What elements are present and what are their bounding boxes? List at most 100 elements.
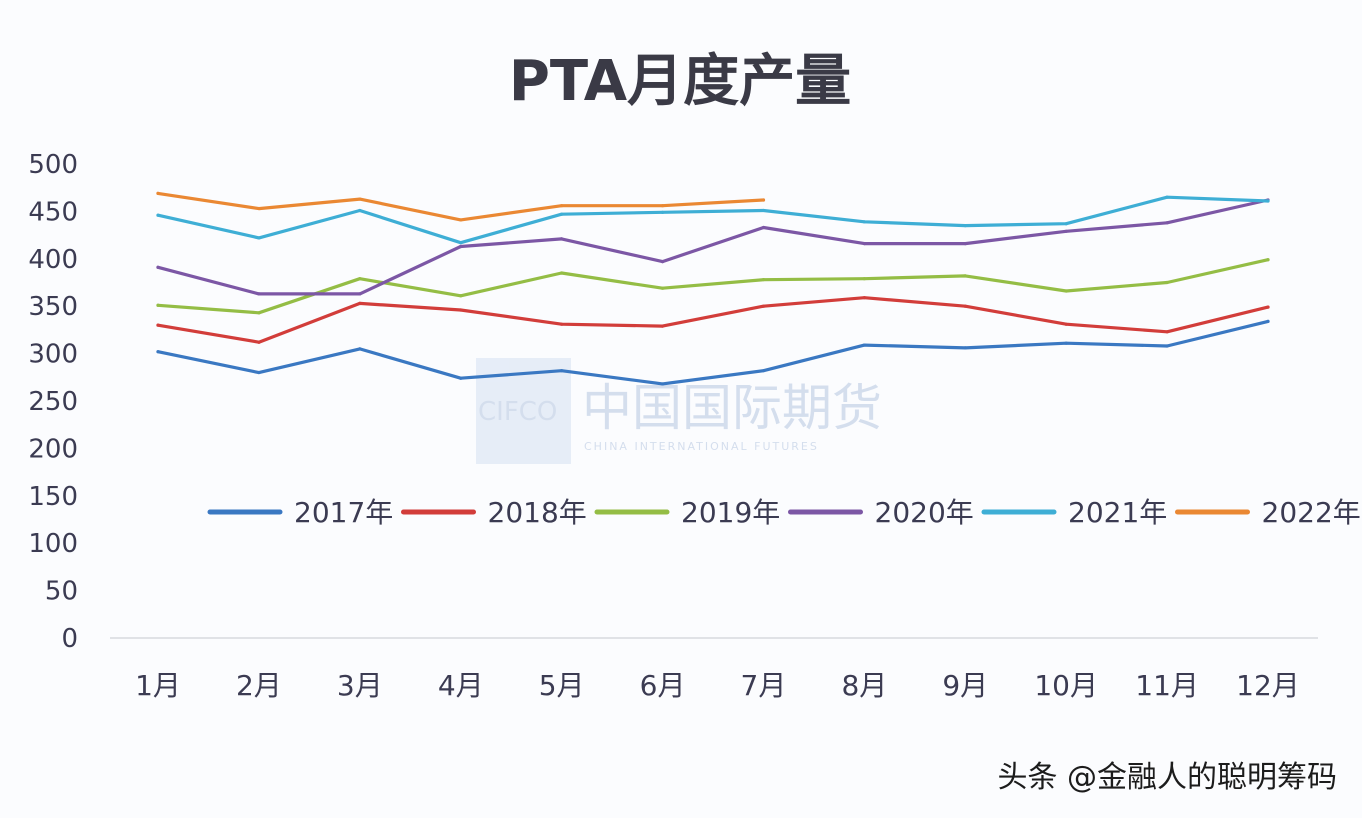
data-point — [459, 244, 463, 249]
data-point — [761, 369, 766, 373]
data-point — [862, 343, 866, 347]
data-point — [459, 241, 463, 245]
data-point — [358, 301, 362, 305]
data-point — [1266, 258, 1270, 262]
y-tick-label: 350 — [28, 292, 78, 322]
series-line-2018 — [156, 296, 1270, 344]
y-tick-label: 100 — [28, 529, 78, 559]
data-point — [156, 350, 160, 354]
data-point — [761, 304, 766, 308]
data-point — [358, 277, 362, 281]
data-point — [156, 213, 160, 217]
data-point — [1266, 305, 1270, 309]
series-line-2022 — [156, 191, 766, 222]
x-tick-label: 3月 — [337, 669, 383, 702]
data-point — [257, 311, 261, 315]
data-point — [1165, 195, 1169, 199]
y-tick-label: 450 — [28, 197, 78, 227]
data-point — [156, 265, 160, 269]
legend-label: 2020年 — [875, 496, 974, 529]
data-point — [660, 382, 665, 386]
legend-label: 2018年 — [488, 496, 587, 529]
y-axis: 0 50 100 150 200 250 300 350 400 450 500 — [28, 150, 78, 654]
data-point — [1064, 322, 1068, 326]
data-point — [560, 212, 564, 216]
y-tick-label: 300 — [28, 340, 78, 370]
data-point — [560, 237, 564, 241]
y-tick-label: 150 — [28, 482, 78, 512]
data-point — [459, 294, 463, 298]
data-point — [963, 304, 967, 308]
series-line-2020 — [156, 198, 1270, 296]
y-tick-label: 250 — [28, 387, 78, 417]
data-point — [963, 346, 967, 350]
legend-label: 2017年 — [294, 496, 393, 529]
y-tick-label: 400 — [28, 245, 78, 275]
data-point — [862, 296, 866, 300]
data-point — [963, 274, 967, 278]
data-point — [761, 198, 766, 202]
data-point — [1165, 221, 1169, 225]
data-point — [1165, 330, 1169, 334]
series-line-2019 — [156, 258, 1270, 315]
data-point — [560, 204, 564, 208]
data-point — [257, 340, 261, 344]
data-point — [560, 271, 564, 275]
data-point — [560, 322, 564, 326]
data-point — [358, 292, 362, 296]
y-tick-label: 0 — [61, 624, 78, 654]
x-tick-label: 8月 — [841, 669, 887, 702]
watermark-name: 中国国际期货 — [582, 379, 882, 437]
data-point — [660, 204, 665, 208]
data-point — [560, 369, 564, 373]
data-point — [358, 208, 362, 213]
data-point — [358, 197, 362, 201]
data-point — [862, 277, 866, 281]
watermark: CIFCO 中国国际期货 CHINA INTERNATIONAL FUTURES — [476, 358, 882, 464]
x-tick-label: 11月 — [1135, 669, 1199, 702]
data-point — [459, 218, 463, 222]
data-point — [761, 225, 766, 230]
data-point — [1165, 280, 1169, 285]
data-point — [660, 210, 665, 214]
data-point — [156, 323, 160, 327]
series-line-2017 — [156, 319, 1270, 386]
data-point — [257, 206, 261, 211]
series-lines — [156, 191, 1270, 386]
x-tick-label: 2月 — [236, 669, 282, 702]
data-point — [1165, 344, 1169, 348]
legend-label: 2022年 — [1262, 496, 1361, 529]
data-point — [1064, 229, 1068, 233]
data-point — [1064, 341, 1068, 345]
data-point — [862, 220, 866, 224]
x-tick-label: 4月 — [438, 669, 484, 702]
x-tick-label: 1月 — [135, 669, 181, 702]
series-line-2021 — [156, 195, 1270, 245]
watermark-logo-text: CIFCO — [478, 397, 557, 427]
data-point — [963, 224, 967, 228]
y-tick-label: 50 — [45, 577, 78, 607]
credit-text: 头条 @金融人的聪明筹码 — [997, 760, 1337, 795]
data-point — [963, 242, 967, 246]
data-point — [1266, 319, 1270, 323]
data-point — [459, 308, 463, 312]
data-point — [257, 370, 261, 375]
data-point — [660, 324, 665, 328]
data-point — [660, 260, 665, 264]
chart-title: PTA月度产量 — [509, 49, 851, 114]
x-axis: 1月 2月 3月 4月 5月 6月 7月 8月 9月 10月 11月 12月 — [135, 669, 1300, 702]
legend: 2017年 2018年 2019年 2020年 2021年 2022年 — [207, 496, 1361, 529]
x-tick-label: 6月 — [640, 669, 686, 702]
y-tick-label: 200 — [28, 434, 78, 464]
x-tick-label: 5月 — [539, 669, 585, 702]
data-point — [257, 292, 261, 296]
x-tick-label: 7月 — [741, 669, 787, 702]
x-tick-label: 9月 — [942, 669, 988, 702]
watermark-subtitle: CHINA INTERNATIONAL FUTURES — [584, 440, 819, 453]
data-point — [1266, 199, 1270, 203]
data-point — [156, 191, 160, 195]
data-point — [1064, 289, 1068, 293]
x-tick-label: 10月 — [1034, 669, 1098, 702]
